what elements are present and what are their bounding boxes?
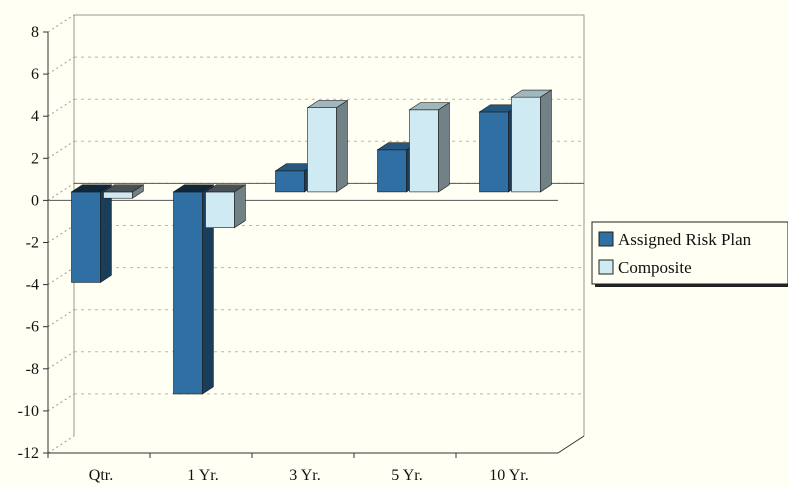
x-tick-label: 10 Yr.	[489, 467, 528, 484]
tick-labels: 8 6 4 2 0 -2 -4 -6 -8 -10 -12 Qtr. 1 Yr. 3 Yr. 5 Yr. 10…	[18, 24, 529, 484]
bar-side[interactable]	[234, 184, 246, 229]
side-gridline	[47, 56, 75, 75]
side-gridline	[47, 267, 75, 286]
legend: Assigned Risk Plan Composite	[591, 221, 788, 287]
y-tick-label: 0	[31, 192, 39, 209]
x-tick-label: 1 Yr.	[187, 467, 218, 484]
x-tick-label: Qtr.	[89, 467, 113, 484]
bar-side[interactable]	[540, 89, 552, 193]
bar-qtr-series-1[interactable]	[70, 184, 113, 283]
x-tick-label: 5 Yr.	[391, 467, 422, 484]
bar-5yr-series-2[interactable]	[408, 102, 451, 193]
side-gridline	[47, 435, 75, 454]
axes	[43, 14, 585, 458]
side-gridline	[47, 225, 75, 243]
legend-label: Assigned Risk Plan	[618, 230, 752, 249]
side-gridline	[47, 351, 75, 370]
y-tick-label: -4	[26, 277, 39, 294]
bar-front[interactable]	[173, 191, 203, 395]
bar-front[interactable]	[103, 191, 133, 199]
side-gridline	[47, 309, 75, 328]
bar-side[interactable]	[336, 100, 348, 193]
legend-swatch	[598, 259, 614, 275]
y-tick-label: 2	[31, 150, 39, 167]
bar-front[interactable]	[71, 191, 101, 283]
bar-side[interactable]	[438, 102, 450, 193]
bar-qtr-series-2[interactable]	[102, 184, 145, 199]
side-gridline	[47, 182, 75, 201]
bar-side[interactable]	[202, 184, 214, 395]
side-gridline	[47, 98, 75, 117]
y-tick-label: 6	[31, 66, 39, 83]
bar-front[interactable]	[377, 149, 407, 193]
bar-front[interactable]	[307, 107, 337, 193]
side-gridline	[47, 14, 75, 33]
bar-1yr-series-1[interactable]	[172, 184, 215, 395]
bar-10yr-series-2[interactable]	[510, 89, 553, 193]
y-tick-label: -10	[18, 403, 39, 420]
legend-swatch	[598, 231, 614, 247]
bar-front[interactable]	[205, 191, 235, 228]
y-tick-label: 8	[31, 24, 39, 41]
y-tick-label: -2	[26, 235, 39, 252]
bar-side[interactable]	[100, 184, 112, 283]
y-tick-label: -6	[26, 319, 39, 336]
bar-front[interactable]	[511, 96, 541, 193]
bars	[70, 89, 553, 395]
bar-3yr-series-2[interactable]	[306, 100, 349, 193]
bar-side[interactable]	[132, 184, 144, 199]
x-tick-label: 3 Yr.	[289, 467, 320, 484]
bar-1yr-series-2[interactable]	[204, 184, 247, 229]
floor-right-edge	[557, 435, 585, 454]
side-gridline	[47, 393, 75, 412]
bar-front[interactable]	[275, 170, 305, 193]
legend-label: Composite	[618, 258, 692, 277]
y-tick-label: 4	[31, 108, 39, 125]
gridlines	[47, 14, 584, 454]
bar-front[interactable]	[409, 109, 439, 193]
side-gridline	[47, 140, 75, 159]
y-tick-label: -8	[26, 361, 39, 378]
bar-front[interactable]	[479, 111, 509, 193]
legend-box	[591, 221, 788, 285]
y-tick-label: -12	[18, 445, 39, 462]
